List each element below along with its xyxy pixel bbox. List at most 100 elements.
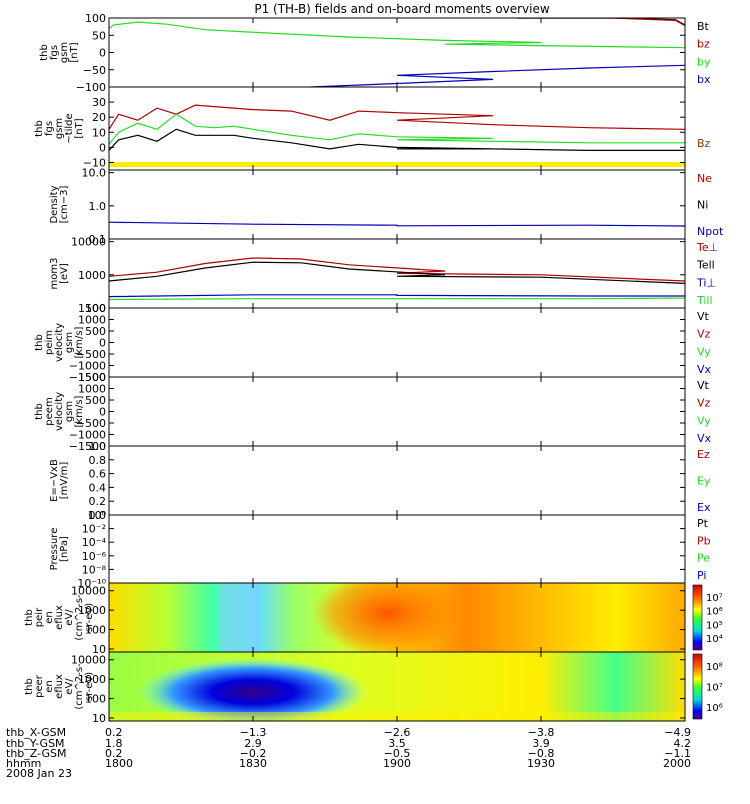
y-axis-label-line: en [44, 611, 55, 624]
y-tick-label: 0.6 [89, 468, 107, 481]
legend-entry: Ez [697, 448, 710, 461]
series-line-by [109, 21, 685, 51]
y-axis-label-line: thb [39, 44, 50, 61]
x-annotation-value: 4.2 [674, 737, 692, 750]
legend-entry: Pt [697, 517, 709, 530]
y-tick-label: 10⁻¹⁰ [77, 577, 106, 590]
panel-frame [108, 169, 686, 240]
x-axis-annotation: thb_X-GSM 0.2 −1.3 −2.6 −3.8 −4.9 thb_Y-GSM 1.8… [6, 726, 691, 780]
x-annotation-row-label: thb_Y-GSM [6, 737, 65, 750]
y-tick-label: 500 [85, 394, 106, 407]
legend-entry: Vz [697, 328, 711, 341]
y-axis-label-line: (cm^2-s- [74, 663, 85, 710]
series-group [109, 221, 685, 227]
y-tick-label: 50 [92, 29, 106, 42]
x-annotation-value: 0.2 [105, 726, 123, 739]
series-line-tell [109, 261, 685, 288]
x-annotation-value: −0.5 [384, 747, 411, 760]
x-annotation-value: 3.9 [532, 737, 550, 750]
legend-entry: Bz [697, 137, 711, 150]
heatmap-peir_eflux [109, 583, 685, 652]
y-tick-label: 10000 [71, 236, 106, 249]
legend-entry: Ex [697, 501, 711, 514]
y-tick-label: 1000 [78, 604, 106, 617]
y-tick-label: 1000 [78, 269, 106, 282]
legend-entry: Till [696, 294, 713, 307]
y-tick-label: 10⁻² [82, 523, 106, 536]
y-tick-label: 1500 [78, 302, 106, 315]
y-tick-label: 1500 [78, 371, 106, 384]
x-annotation-value: 0.2 [105, 747, 123, 760]
y-axis-label: Density [cm−3] [49, 185, 70, 223]
legend-entry: Vy [697, 345, 711, 358]
y-axis-label-line: eflux [54, 674, 65, 699]
legend-entry: Ne [697, 172, 712, 185]
y-tick-label: −500 [76, 417, 106, 430]
y-tick-label: 0.4 [89, 481, 107, 494]
y-tick-label: 100 [85, 12, 106, 25]
y-axis-label-line: en [44, 680, 55, 693]
y-axis-label-line: mom3 [49, 258, 60, 290]
y-axis-label-line: gsm [64, 401, 75, 422]
heatmap-blob [312, 583, 463, 652]
legend-entry: Tell [696, 259, 715, 272]
y-axis-label-line: peem [44, 397, 55, 425]
x-annotation-value: 3.5 [388, 737, 406, 750]
y-axis-label: E=−VxB [mV/m] [49, 459, 70, 502]
legend-entry: Te⊥ [696, 241, 718, 254]
legend-entry: Bt [697, 20, 710, 33]
colorbar [692, 584, 703, 651]
legend-entry: Vt [697, 379, 710, 392]
y-tick-label: −1500 [69, 440, 106, 453]
series-line-bzblack [109, 128, 685, 151]
series-group [109, 18, 685, 87]
y-axis-label-line: velocity [54, 392, 65, 431]
y-tick-label: −1500 [69, 371, 106, 384]
y-tick-label: 1.0 [89, 440, 107, 453]
y-axis-label-line: fgs [44, 121, 55, 136]
status-band [109, 162, 685, 167]
y-axis-label-line: velocity [54, 323, 65, 362]
legend-entry: by [697, 55, 711, 68]
x-annotation-value: −1.1 [664, 747, 691, 760]
panel-efield: 1.00.80.60.40.20.0 E=−VxB [mV/m] Ez Ey Ex [49, 440, 711, 522]
y-axis-label: thb peer en eflux eV/(cm^2-s-sr-eV) [24, 663, 95, 710]
heatmap-peer_eflux [109, 652, 685, 721]
y-tick-label: 10000 [71, 585, 106, 598]
series-line-npot [109, 221, 685, 227]
legend-entry: Pe [697, 552, 710, 565]
heatmap-blob [138, 658, 368, 721]
panel-frame [108, 514, 686, 584]
y-tick-label: 10 [92, 712, 106, 725]
x-annotation-row-label: thb_Z-GSM [6, 747, 66, 760]
x-annotation-value: −2.6 [384, 726, 411, 739]
y-tick-label: 10⁻⁸ [82, 563, 107, 576]
panel-temperature: 10000 1000 100 mom3 [eV] Te⊥ Tell Ti⊥ Till [49, 236, 718, 315]
series-line-bzgreen [109, 113, 685, 147]
legend-entry: bx [697, 73, 711, 86]
series-line-te [109, 257, 685, 286]
y-axis-label-line: fgs [49, 45, 60, 60]
series-line-ti [109, 276, 685, 298]
x-annotation-value: −1.3 [240, 726, 267, 739]
legend-entry: Pi [697, 569, 706, 582]
x-annotation-value: 1830 [239, 757, 267, 770]
y-tick-label: 10⁻⁴ [82, 536, 107, 549]
y-tick-label: −1000 [69, 429, 106, 442]
y-axis-label-line: thb [24, 678, 35, 695]
series-group [109, 257, 685, 301]
y-tick-label: 1000 [78, 314, 106, 327]
y-tick-label: −100 [76, 81, 106, 94]
colorbar-tick-label: 10⁷ [706, 683, 723, 694]
y-axis-label-line: Density [49, 185, 60, 223]
y-axis-label-line: peim [44, 330, 55, 355]
y-tick-label: 10 [92, 126, 106, 139]
y-axis-label-line: thb [34, 334, 45, 351]
y-axis-label-line: [nT] [74, 118, 85, 138]
x-annotation-value: 2000 [663, 757, 691, 770]
legend-entry: Vy [697, 414, 711, 427]
x-annotation-row-label: hhmm [6, 757, 41, 770]
y-tick-label: 0.0 [89, 509, 107, 522]
